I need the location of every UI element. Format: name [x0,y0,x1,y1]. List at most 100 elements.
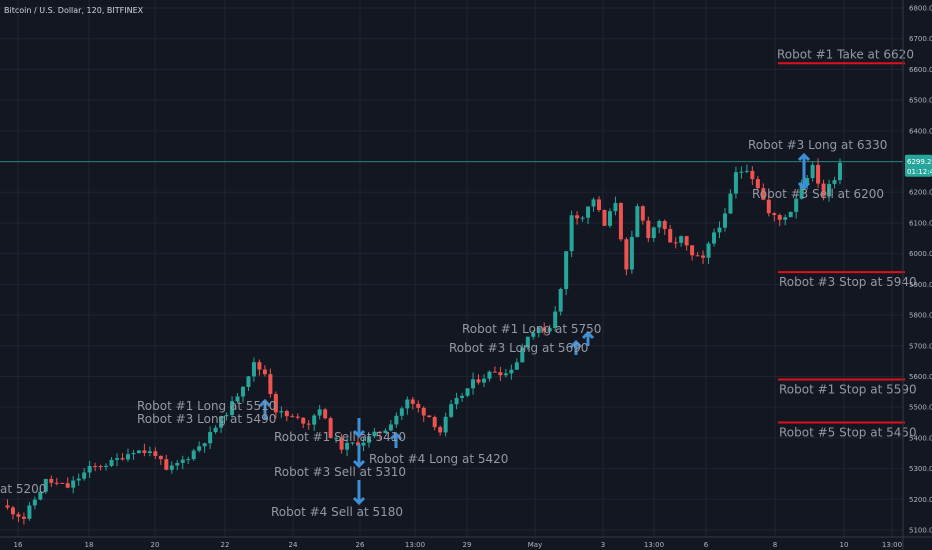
candle-body [575,215,580,219]
candle-body [268,374,273,395]
candle-body [131,453,136,455]
candle-body [421,407,426,416]
price-tick-label: 6200.0 [909,189,932,197]
candle-body [339,437,344,450]
candle-body [580,217,585,219]
candle-body [394,415,399,425]
candle-body [498,372,503,376]
candle-body [361,442,366,446]
trade-annotation: Robot #3 Long at 5490 [137,412,276,426]
candle-body [783,217,788,220]
candle-body [750,170,755,180]
price-tick-label: 6800.0 [909,5,932,13]
candle-body [120,458,125,460]
candle-body [235,396,240,402]
trade-annotation: Robot #1 Long at 5750 [462,322,601,336]
candle-body [805,178,810,185]
candle-body [701,255,706,258]
candle-body [60,482,65,484]
current-price-tag [905,154,932,177]
candle-body [706,243,711,258]
time-tick-label: 8 [773,541,777,549]
price-tick-label: 5100.0 [909,527,932,535]
candle-body [744,170,749,172]
time-tick-label: 13:00 [405,541,425,549]
candle-body [345,442,350,450]
time-tick-label: 26 [356,541,365,549]
trade-annotation: at 5200 [0,482,46,496]
candle-body [306,423,311,425]
long-arrow-up-head [581,330,595,340]
candle-body [597,199,602,210]
candle-body [772,213,777,215]
candle-body [443,416,448,433]
candle-body [487,371,492,379]
candle-body [509,369,514,374]
candle-body [640,206,645,221]
trade-annotation: Robot #3 Sell at 6200 [752,187,884,201]
candle-body [569,215,574,252]
candle-body [317,409,322,416]
price-tick-label: 6700.0 [909,35,932,43]
candle-body [624,239,629,270]
candle-body [164,459,169,470]
candle-body [10,507,15,515]
candle-body [350,442,355,444]
candle-body [383,430,388,433]
candle-body [328,418,333,438]
candle-body [777,214,782,220]
candle-body [76,478,81,481]
candle-body [717,227,722,233]
candle-body [136,450,141,454]
candle-body [273,394,278,413]
candle-body [520,347,525,363]
candle-body [372,431,377,437]
candle-body [788,211,793,218]
sell-arrow-down-head [797,181,811,191]
candle-body [733,172,738,194]
candle-body [49,478,54,483]
long-arrow-up-head [569,339,583,349]
sell-arrow-down-head [352,429,366,439]
candle-body [838,162,842,181]
candle-body [219,416,224,428]
candle-body [613,203,618,212]
candle-body [180,459,185,463]
candle-body [438,427,443,433]
candle-body [536,327,541,333]
candle-body [553,311,558,329]
candle-body [142,450,147,453]
candle-body [432,417,437,428]
candle-body [197,446,202,451]
candle-body [356,442,361,446]
candle-body [427,415,432,418]
sell-arrow-down-head [352,459,366,469]
candle-body [816,164,821,184]
price-tick-label: 5200.0 [909,496,932,504]
candle-body [323,409,328,419]
candle-body [679,236,684,243]
candle-body [213,427,218,433]
candle-body [454,397,459,405]
candle-body [366,436,371,443]
candle-body [755,179,760,189]
candle-body [525,336,530,348]
time-tick-label: May [528,541,542,549]
time-tick-label: 20 [151,541,160,549]
candle-body [657,220,662,228]
trade-annotation: Robot #1 Long at 5510 [137,399,276,413]
candle-body [673,242,678,244]
candle-body [405,399,410,409]
trade-annotation: Robot #4 Sell at 5180 [271,505,403,519]
trade-annotation: Robot #3 Sell at 5310 [274,465,406,479]
candle-body [722,213,727,228]
candle-body [629,236,634,270]
candle-body [312,415,317,425]
candle-body [153,451,158,456]
candle-body [449,404,454,417]
candle-body [262,369,267,375]
candle-body [668,229,673,243]
candle-body [503,373,508,376]
candle-body [104,465,109,468]
candle-body [399,408,404,416]
